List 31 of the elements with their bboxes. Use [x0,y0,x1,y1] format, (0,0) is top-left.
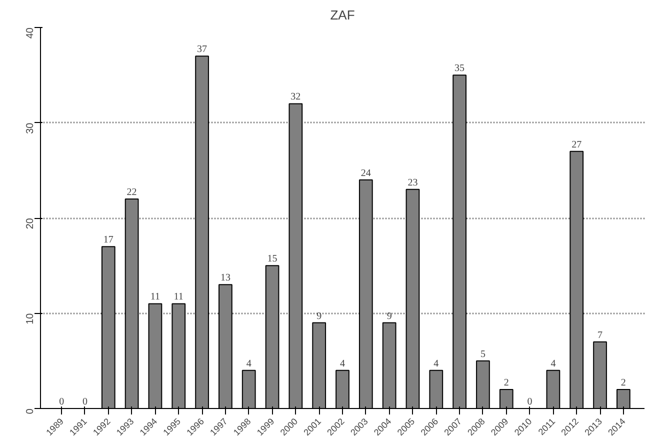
data-label: 35 [454,63,465,74]
chart-title: ZAF [330,8,355,22]
data-label: 15 [267,254,278,265]
data-label: 27 [572,139,582,150]
data-label: 2 [504,377,509,388]
data-label: 4 [340,358,345,370]
y-tick-label: 10 [25,312,36,324]
data-label: 32 [290,92,301,103]
data-label: 5 [480,348,486,360]
y-tick-label: 0 [25,408,36,414]
data-label: 11 [150,292,160,303]
data-label: 9 [386,310,392,322]
data-label: 17 [103,234,114,246]
data-label: 24 [360,168,371,179]
data-label: 13 [220,272,230,284]
data-label: 2 [620,377,626,388]
data-label: 11 [174,292,184,303]
data-label: 4 [550,358,556,370]
data-label: 37 [197,44,208,56]
data-label: 0 [527,396,532,408]
data-label: 9 [316,310,322,322]
data-label: 4 [246,358,252,370]
data-label: 23 [408,177,418,188]
data-label: 22 [126,186,137,198]
data-label: 4 [434,358,439,370]
y-tick-label: 40 [25,27,36,39]
data-label: 7 [598,330,603,341]
y-tick-label: 20 [25,218,36,230]
y-tick-label: 30 [25,122,36,134]
data-label: 0 [82,396,88,408]
data-label: 0 [59,396,64,408]
